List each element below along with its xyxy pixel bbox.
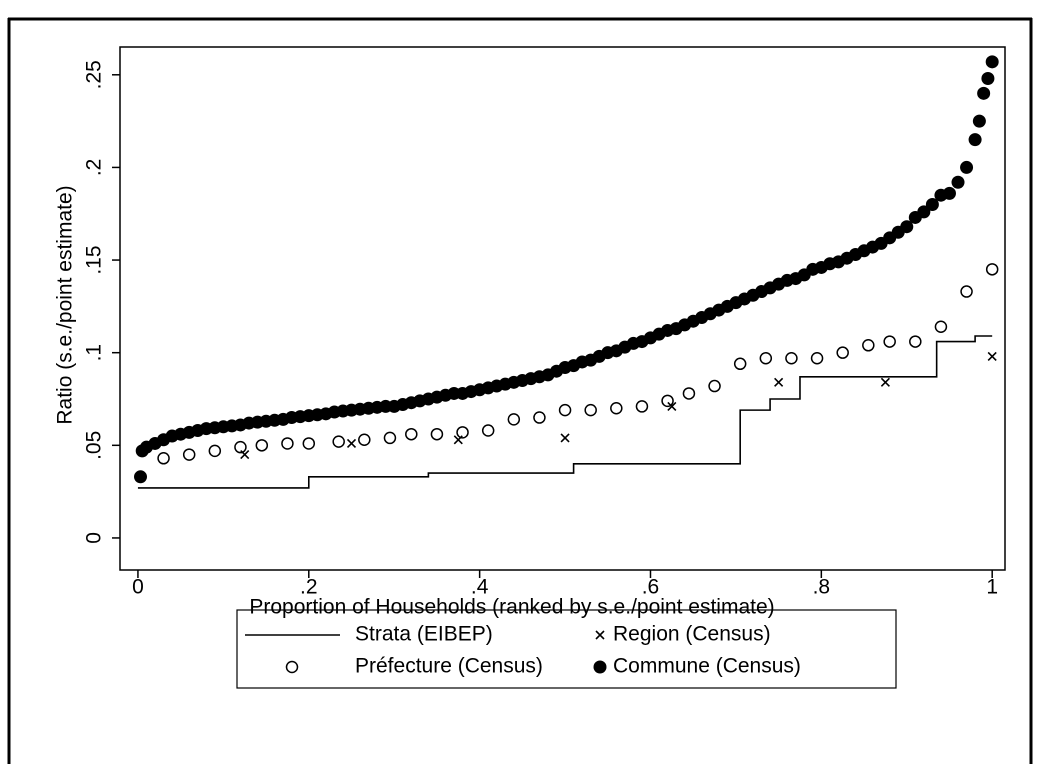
- point: [987, 351, 997, 361]
- point: [836, 346, 849, 359]
- point: [405, 427, 418, 441]
- x-tick-label: 0: [132, 576, 144, 599]
- point: [960, 285, 973, 298]
- point: [281, 437, 294, 450]
- x-tick-label: .2: [300, 576, 318, 599]
- point: [584, 403, 597, 417]
- point: [134, 470, 148, 484]
- y-tick-label: .25: [83, 60, 106, 89]
- point: [960, 160, 974, 174]
- point: [682, 387, 696, 400]
- point: [909, 335, 922, 348]
- point: [900, 220, 914, 234]
- y-tick-label: .05: [83, 431, 106, 460]
- point: [430, 427, 444, 441]
- point: [925, 197, 939, 211]
- point: [533, 411, 546, 424]
- legend-swatch: [285, 660, 299, 674]
- point: [774, 377, 784, 387]
- legend-label: Commune (Census): [613, 655, 801, 678]
- x-tick-label: .6: [642, 576, 660, 599]
- x-axis-label: Proportion of Households (ranked by s.e.…: [249, 596, 774, 619]
- legend-label: Region (Census): [613, 623, 771, 646]
- point: [942, 186, 956, 200]
- point: [917, 205, 931, 219]
- point: [635, 400, 649, 413]
- legend-swatch: [593, 660, 607, 674]
- x-tick-label: .8: [813, 576, 831, 599]
- y-tick-label: .15: [83, 245, 106, 274]
- x-tick-label: 1: [986, 576, 998, 599]
- legend: [236, 609, 897, 689]
- point: [234, 440, 247, 454]
- point: [708, 379, 721, 393]
- point: [985, 263, 999, 276]
- point: [182, 448, 196, 461]
- point: [560, 433, 570, 443]
- point: [667, 401, 677, 411]
- point: [456, 426, 469, 439]
- point: [346, 438, 357, 449]
- point: [358, 433, 371, 447]
- point: [759, 351, 773, 365]
- point: [255, 439, 269, 452]
- y-axis-label: Ratio (s.e./point estimate): [54, 185, 77, 424]
- point: [610, 402, 623, 415]
- point: [661, 394, 674, 408]
- plot-area: [119, 46, 1006, 571]
- point: [883, 335, 896, 348]
- point: [733, 357, 747, 371]
- point: [951, 175, 965, 189]
- point: [985, 55, 999, 69]
- y-tick-label: .1: [83, 344, 106, 362]
- point: [785, 351, 798, 365]
- point: [332, 435, 345, 448]
- point: [934, 320, 948, 333]
- point: [977, 86, 991, 100]
- y-tick-label: 0: [83, 532, 106, 544]
- legend-swatch: [595, 630, 605, 640]
- point: [383, 431, 397, 445]
- legend-label: Préfecture (Census): [355, 655, 543, 678]
- point: [968, 133, 982, 147]
- point: [862, 339, 875, 352]
- point: [302, 437, 316, 450]
- point: [208, 444, 222, 458]
- step-line: [137, 335, 993, 489]
- point: [981, 71, 995, 85]
- point: [880, 377, 890, 387]
- point: [972, 114, 986, 128]
- point: [157, 452, 170, 465]
- point: [481, 424, 495, 437]
- legend-label: Strata (EIBEP): [355, 623, 493, 646]
- y-tick-label: .2: [83, 159, 106, 177]
- x-tick-label: .4: [471, 576, 489, 599]
- point: [507, 413, 521, 426]
- point: [558, 403, 572, 417]
- point: [810, 351, 824, 365]
